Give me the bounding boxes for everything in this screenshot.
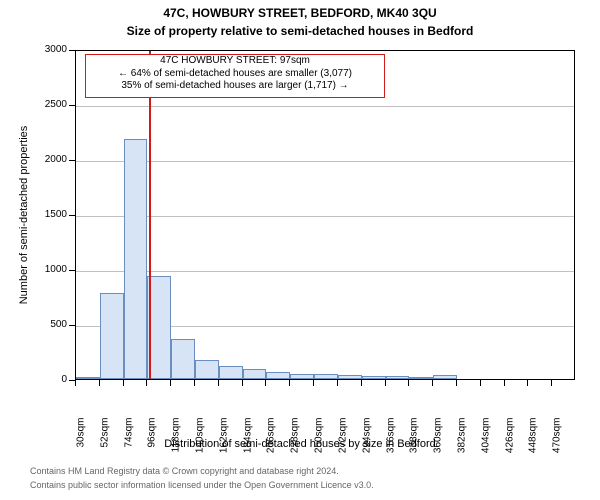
x-tick-label: 294sqm	[361, 418, 372, 468]
x-tick-label: 272sqm	[337, 418, 348, 468]
x-tick-label: 360sqm	[433, 418, 444, 468]
x-tick	[480, 380, 481, 386]
x-tick-label: 316sqm	[385, 418, 396, 468]
y-tick-label: 1500	[29, 209, 67, 220]
y-tick	[69, 325, 75, 326]
x-tick	[337, 380, 338, 386]
x-tick	[194, 380, 195, 386]
x-tick-label: 30sqm	[76, 418, 87, 468]
x-tick	[313, 380, 314, 386]
y-tick-label: 1000	[29, 264, 67, 275]
bar	[433, 375, 457, 379]
x-tick-label: 118sqm	[171, 418, 182, 468]
x-tick-label: 52sqm	[99, 418, 110, 468]
bar	[314, 374, 338, 379]
bar	[219, 366, 243, 379]
bar	[124, 139, 148, 379]
grid-line	[76, 216, 574, 217]
info-box-line2: ← 64% of semi-detached houses are smalle…	[86, 68, 384, 81]
x-tick	[123, 380, 124, 386]
x-tick	[408, 380, 409, 386]
x-tick-label: 426sqm	[504, 418, 515, 468]
grid-line	[76, 106, 574, 107]
bar	[290, 374, 314, 380]
bar	[338, 375, 362, 379]
plot-area	[75, 50, 575, 380]
info-box-line1: 47C HOWBURY STREET: 97sqm	[86, 55, 384, 68]
bar	[171, 339, 195, 379]
info-box-line3: 35% of semi-detached houses are larger (…	[86, 80, 384, 93]
y-tick	[69, 215, 75, 216]
x-tick-label: 184sqm	[242, 418, 253, 468]
marker-line	[149, 51, 151, 379]
x-tick-label: 470sqm	[552, 418, 563, 468]
x-tick	[146, 380, 147, 386]
x-tick-label: 250sqm	[314, 418, 325, 468]
bar	[362, 376, 386, 379]
grid-line	[76, 271, 574, 272]
y-tick-label: 500	[29, 319, 67, 330]
x-tick-label: 162sqm	[218, 418, 229, 468]
x-tick	[99, 380, 100, 386]
y-tick	[69, 270, 75, 271]
x-tick	[242, 380, 243, 386]
x-tick-label: 382sqm	[456, 418, 467, 468]
footer-line-2: Contains public sector information licen…	[30, 480, 590, 490]
x-tick	[265, 380, 266, 386]
bar	[243, 369, 267, 379]
bar	[147, 276, 171, 379]
x-tick-label: 448sqm	[528, 418, 539, 468]
x-tick	[218, 380, 219, 386]
x-tick-label: 140sqm	[195, 418, 206, 468]
y-tick-label: 0	[29, 374, 67, 385]
x-tick-label: 338sqm	[409, 418, 420, 468]
y-tick	[69, 105, 75, 106]
x-tick-label: 74sqm	[123, 418, 134, 468]
y-tick-label: 2000	[29, 154, 67, 165]
x-tick	[504, 380, 505, 386]
x-tick	[361, 380, 362, 386]
bar	[100, 293, 124, 379]
x-tick	[527, 380, 528, 386]
y-tick-label: 3000	[29, 44, 67, 55]
bar	[386, 376, 410, 379]
footer-line-1: Contains HM Land Registry data © Crown c…	[30, 466, 590, 476]
y-tick-label: 2500	[29, 99, 67, 110]
x-tick	[75, 380, 76, 386]
x-tick-label: 228sqm	[290, 418, 301, 468]
x-tick-label: 404sqm	[480, 418, 491, 468]
y-tick	[69, 160, 75, 161]
x-tick	[551, 380, 552, 386]
chart-title-1: 47C, HOWBURY STREET, BEDFORD, MK40 3QU	[0, 6, 600, 20]
x-tick	[385, 380, 386, 386]
x-tick	[432, 380, 433, 386]
bar	[409, 377, 433, 379]
x-tick-label: 206sqm	[266, 418, 277, 468]
chart-container: 47C, HOWBURY STREET, BEDFORD, MK40 3QU S…	[0, 0, 600, 500]
bar	[76, 377, 100, 379]
info-box: 47C HOWBURY STREET: 97sqm ← 64% of semi-…	[85, 54, 385, 98]
y-tick	[69, 50, 75, 51]
x-tick	[170, 380, 171, 386]
bar	[266, 372, 290, 379]
chart-title-2: Size of property relative to semi-detach…	[0, 24, 600, 38]
x-tick-label: 96sqm	[147, 418, 158, 468]
bar	[195, 360, 219, 379]
x-tick	[289, 380, 290, 386]
x-tick	[456, 380, 457, 386]
grid-line	[76, 161, 574, 162]
